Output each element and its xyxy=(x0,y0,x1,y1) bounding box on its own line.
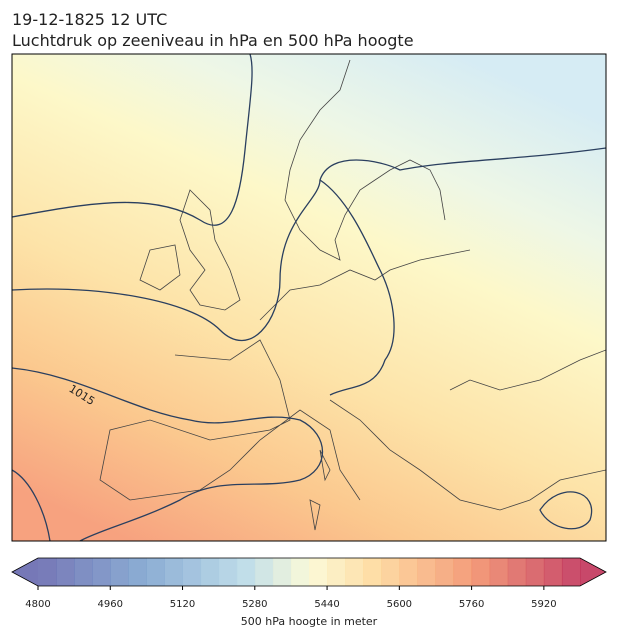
colorbar-segment xyxy=(182,558,202,586)
colorbar-tick-label: 5280 xyxy=(242,599,267,610)
colorbar-segment xyxy=(561,558,581,586)
coastlines xyxy=(99,59,606,531)
colorbar-tick-label: 5440 xyxy=(314,599,339,610)
colorbar-tick-label: 5920 xyxy=(531,599,556,610)
colorbar-segment xyxy=(471,558,491,586)
colorbar-segment xyxy=(236,558,256,586)
colorbar-segment xyxy=(56,558,75,586)
map-frame xyxy=(11,53,607,542)
colorbar-tick-label: 5760 xyxy=(459,599,484,610)
colorbar-tick-label: 4800 xyxy=(25,599,50,610)
colorbar-tick-label: 5120 xyxy=(170,599,195,610)
colorbar-segment xyxy=(399,558,418,586)
map-subtitle: Luchtdruk op zeeniveau in hPa en 500 hPa… xyxy=(12,31,414,50)
colorbar-segment xyxy=(525,558,545,586)
colorbar-segment xyxy=(507,558,527,586)
colorbar-segment xyxy=(254,558,274,586)
colorbar: 4800 4960 5120 5280 5440 5600 5760 5920 500 hPa … xyxy=(11,557,607,628)
colorbar-segment xyxy=(146,558,165,586)
colorbar-segment xyxy=(272,558,292,586)
colorbar-segment xyxy=(38,558,57,586)
colorbar-label: 500 hPa hoogte in meter xyxy=(241,615,378,628)
colorbar-segment xyxy=(74,558,93,586)
colorbar-segment xyxy=(543,558,563,586)
colorbar-segment xyxy=(200,558,220,586)
colorbar-segment xyxy=(327,558,346,586)
colorbar-segment xyxy=(128,558,147,586)
isobars xyxy=(12,54,606,541)
map-area: 1015 xyxy=(12,54,606,541)
colorbar-segment xyxy=(218,558,238,586)
height-field xyxy=(12,54,606,541)
colorbar-segment xyxy=(435,558,455,586)
map-title: 19-12-1825 12 UTC xyxy=(12,10,167,29)
colorbar-segment xyxy=(290,558,310,586)
colorbar-segment xyxy=(164,558,184,586)
colorbar-segment xyxy=(363,558,382,586)
colorbar-tick-label: 5600 xyxy=(387,599,412,610)
colorbar-segment xyxy=(381,558,400,586)
colorbar-segment xyxy=(489,558,509,586)
colorbar-segment xyxy=(110,558,129,586)
colorbar-segment xyxy=(345,558,364,586)
colorbar-arrow-low xyxy=(12,558,38,586)
colorbar-segment xyxy=(92,558,111,586)
colorbar-tick-label: 4960 xyxy=(98,599,123,610)
colorbar-segment xyxy=(417,558,436,586)
colorbar-segment xyxy=(309,558,328,586)
colorbar-arrow-high xyxy=(580,558,606,586)
colorbar-outline xyxy=(11,557,607,587)
colorbar-segment xyxy=(453,558,473,586)
